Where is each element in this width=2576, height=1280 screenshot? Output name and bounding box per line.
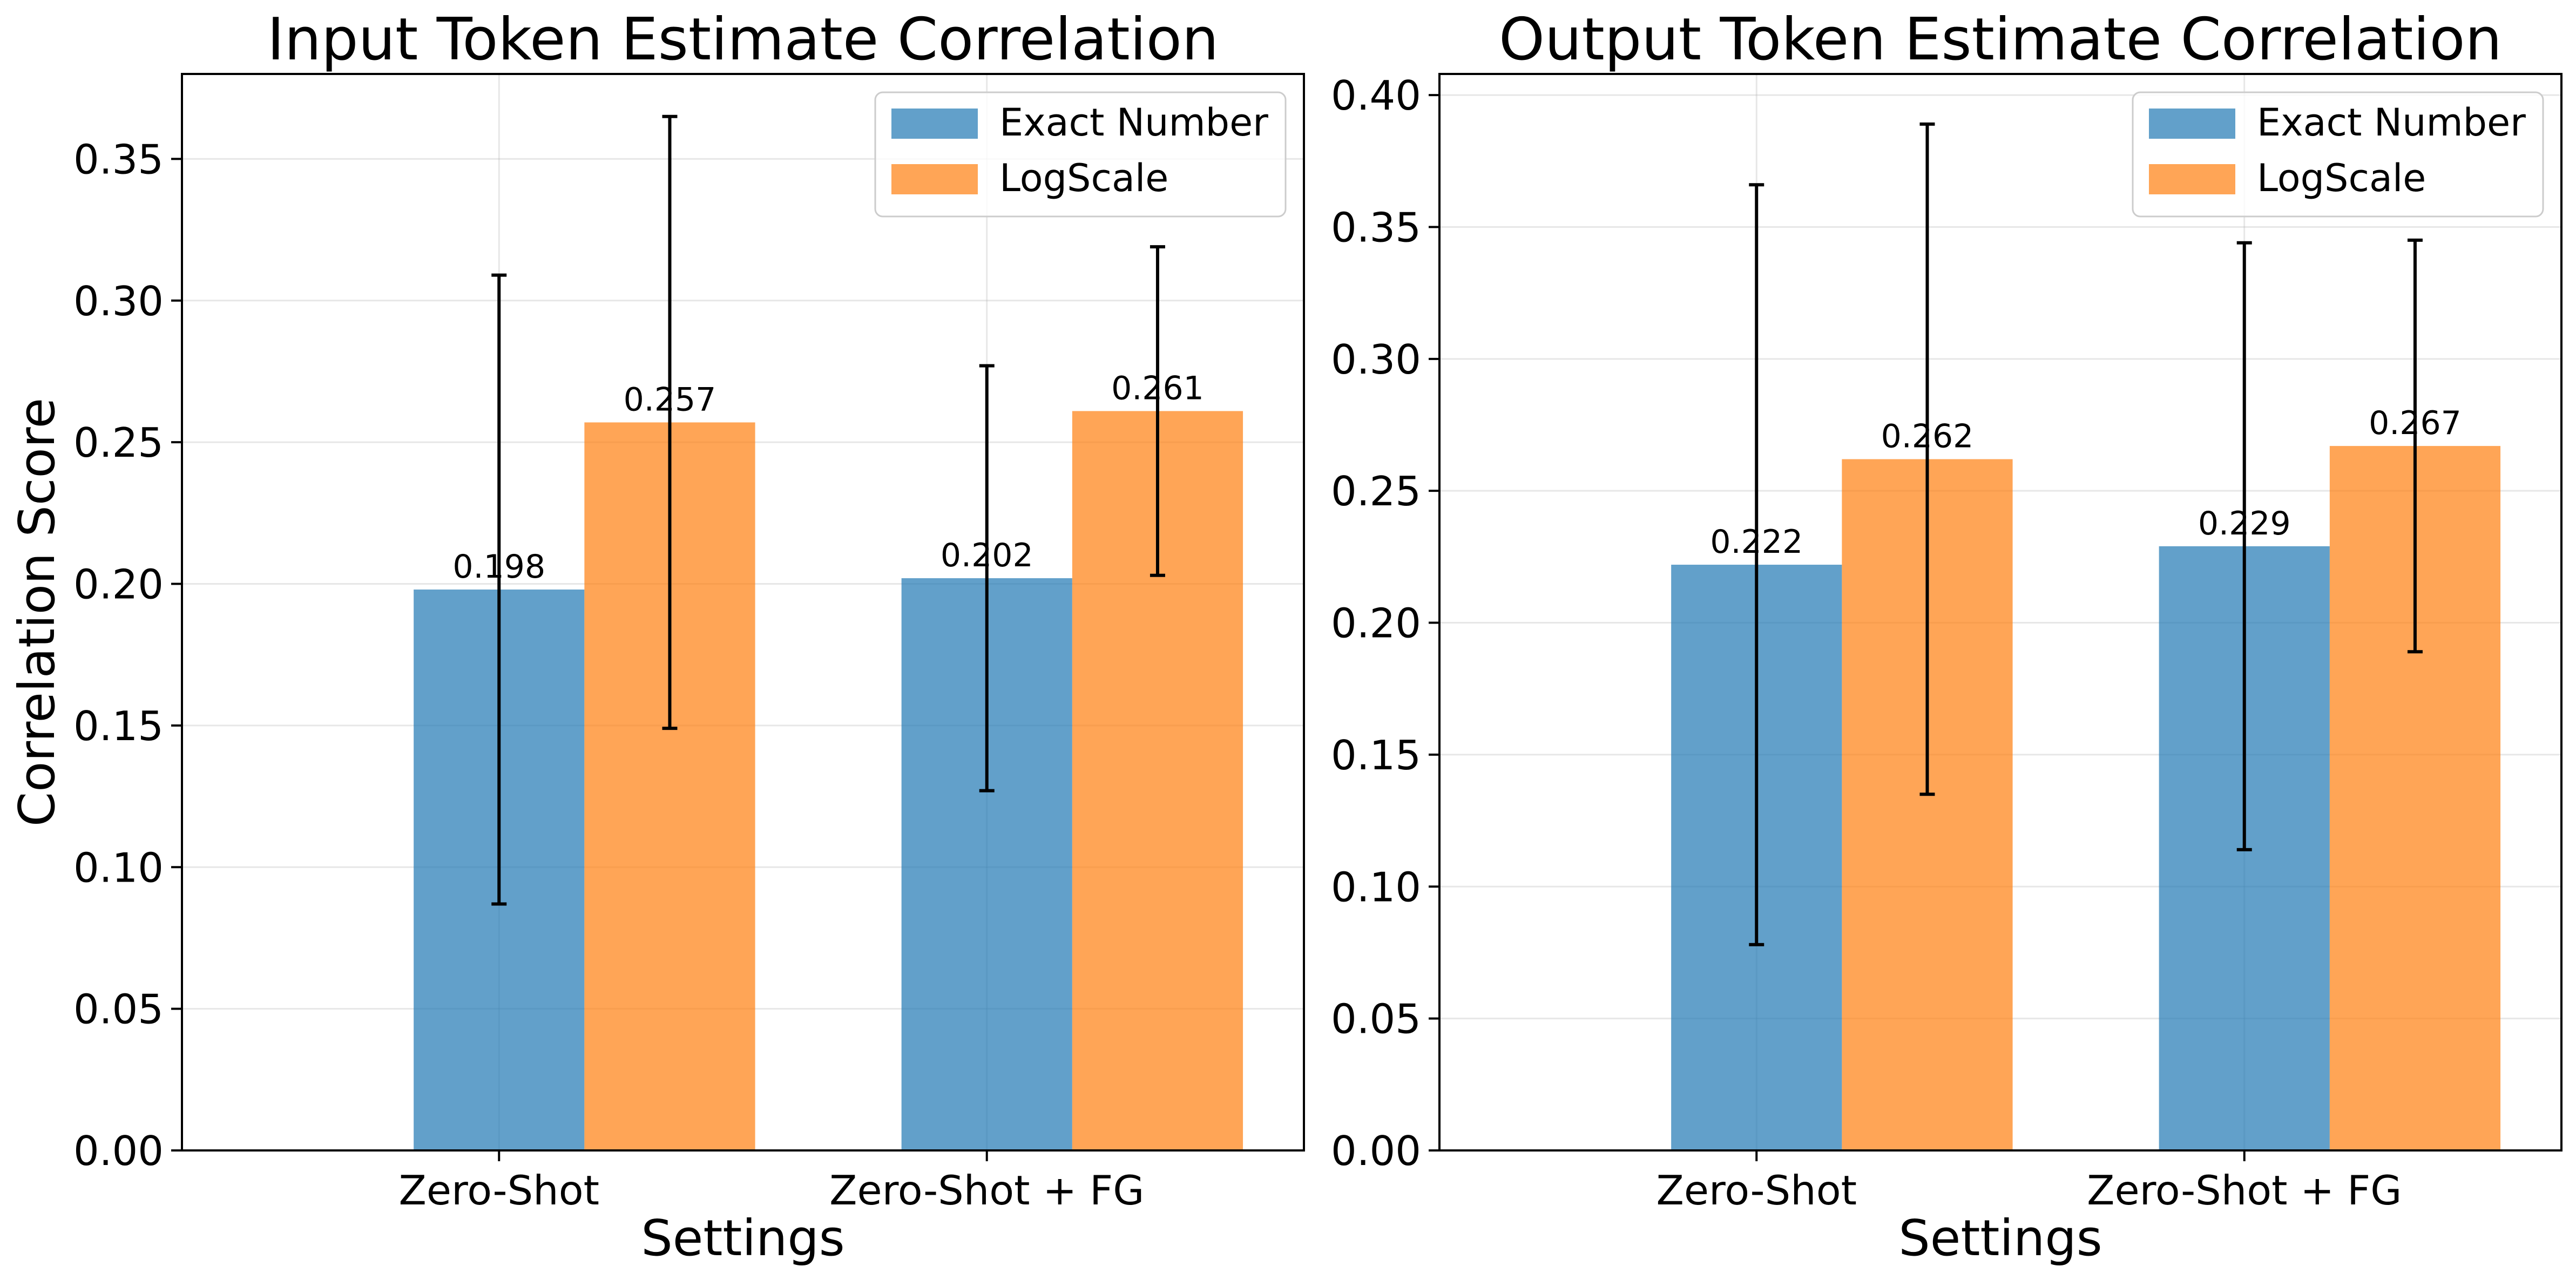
x-tick-label: Zero-Shot + FG [2087,1167,2402,1214]
plot-frame [181,73,1305,1152]
y-tick-label: 0.20 [73,561,164,608]
legend-swatch-logscale [891,164,978,194]
input-chart: 0.198 0.202 0.257 0.261 0.00 0.05 0.10 0.15 0.20… [8,6,1305,1267]
legend-swatch-exact-number [2149,109,2235,139]
legend: Exact Number LogScale [2132,91,2544,218]
error-bar [2236,241,2252,851]
error-bar [1150,245,1165,577]
y-tick-label: 0.30 [1331,336,1421,383]
legend-swatch-logscale [2149,164,2235,194]
legend-label: Exact Number [999,100,1268,145]
y-tick-label: 0.15 [1331,732,1421,779]
x-tick-label: Zero-Shot [399,1167,599,1214]
legend-swatch-exact-number [891,109,978,139]
x-tick-label: Zero-Shot + FG [829,1167,1144,1214]
output-chart: 0.222 0.229 0.262 0.267 0.00 0.05 0.10 0.15 0.20… [1331,6,2563,1267]
y-tick-label: 0.05 [73,986,164,1033]
data-label: 0.261 [1111,369,1204,407]
data-label: 0.257 [624,381,716,418]
x-axis-label: Settings [1898,1209,2102,1267]
legend-label: LogScale [999,156,1168,200]
error-bar [2407,238,2423,654]
y-tick-label: 0.35 [1331,204,1421,251]
legend-label: LogScale [2257,156,2426,200]
error-bar [662,114,678,730]
y-tick-label: 0.10 [1331,863,1421,911]
y-tick-label: 0.25 [1331,468,1421,515]
legend: Exact Number LogScale [874,91,1287,218]
data-label: 0.262 [1881,418,1974,456]
chart-title: Input Token Estimate Correlation [267,6,1219,73]
legend-label: Exact Number [2257,100,2526,145]
error-bar [979,364,995,793]
y-tick-label: 0.05 [1331,995,1421,1043]
data-label: 0.198 [452,548,545,586]
y-tick-label: 0.15 [73,702,164,750]
y-tick-label: 0.25 [73,419,164,466]
data-label: 0.267 [2369,404,2462,442]
error-bar [1749,183,1764,946]
y-axis-label: Correlation Score [8,398,66,827]
y-tick-label: 0.00 [73,1127,164,1175]
error-bar [491,273,507,906]
chart-title: Output Token Estimate Correlation [1499,6,2502,73]
y-tick-label: 0.40 [1331,72,1421,119]
y-tick-label: 0.30 [73,277,164,325]
y-tick-label: 0.10 [73,844,164,891]
data-label: 0.222 [1710,523,1803,561]
data-label: 0.229 [2198,505,2291,543]
plot-frame [1438,73,2563,1152]
y-tick-label: 0.20 [1331,600,1421,647]
x-tick-label: Zero-Shot [1657,1167,1857,1214]
error-bar [1919,122,1935,796]
y-tick-label: 0.00 [1331,1127,1421,1175]
y-tick-label: 0.35 [73,136,164,183]
data-label: 0.202 [941,537,1033,574]
x-axis-label: Settings [641,1209,844,1267]
